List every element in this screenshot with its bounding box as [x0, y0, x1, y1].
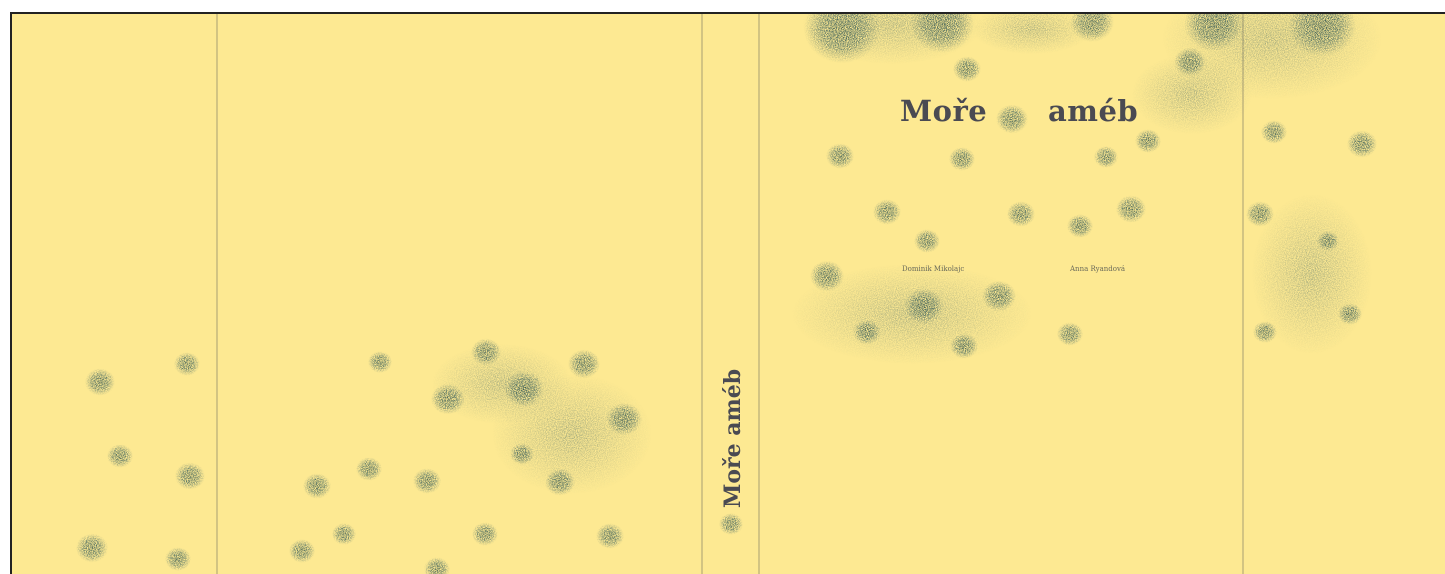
amoeba-blob: [431, 383, 465, 415]
amoeba-blob: [510, 443, 534, 465]
amoeba-blob: [1288, 14, 1356, 57]
amoeba-blob: [1007, 201, 1035, 227]
amoeba-blob: [368, 351, 392, 373]
amoeba-blob: [471, 338, 501, 366]
amoeba-blob: [175, 462, 205, 490]
amoeba-blob: [424, 557, 450, 574]
amoeba-blob: [165, 547, 191, 571]
amoeba-blob: [904, 288, 944, 324]
amoeba-blob: [413, 468, 441, 494]
amoeba-blob: [568, 349, 600, 379]
amoeba-blob: [996, 104, 1028, 134]
amoeba-blob: [1184, 14, 1244, 51]
amoeba-blob: [1070, 14, 1114, 42]
amoeba-blob: [1261, 120, 1287, 144]
front-title-word-1: Moře: [900, 94, 988, 128]
amoeba-blob: [1174, 47, 1206, 77]
amoeba-blob: [107, 444, 133, 468]
speckle-cloud: [432, 344, 572, 424]
amoeba-blob: [1253, 321, 1277, 343]
amoeba-blob: [174, 352, 200, 376]
amoeba-blob: [606, 402, 642, 436]
amoeba-blob: [949, 147, 975, 171]
amoeba-blob: [914, 229, 940, 253]
amoeba-blob: [472, 522, 498, 546]
amoeba-blob: [719, 513, 743, 535]
amoeba-blob: [1057, 322, 1083, 346]
amoeba-blob: [1116, 195, 1146, 223]
amoeba-blob: [953, 56, 981, 82]
amoeba-blob: [1246, 201, 1274, 227]
amoeba-blobs: [76, 14, 1377, 574]
amoeba-blob: [853, 319, 881, 345]
amoeba-blob: [826, 143, 854, 169]
author-name-2: Anna Ryandová: [1070, 265, 1126, 273]
amoeba-blob: [332, 523, 356, 545]
speckle-cloud: [1132, 54, 1252, 134]
amoeba-blob: [873, 199, 901, 225]
amoeba-blob: [950, 333, 978, 359]
front-title-word-2: améb: [1048, 94, 1139, 128]
amoeba-blob: [85, 368, 115, 396]
amoeba-blob: [1094, 146, 1118, 168]
amoeba-blob: [596, 523, 624, 549]
spine-title: Moře améb: [720, 368, 746, 508]
speckle-haze: [432, 14, 1382, 494]
amoeba-artwork: [76, 14, 1382, 574]
amoeba-blob: [76, 533, 108, 563]
amoeba-blob: [545, 468, 575, 496]
amoeba-blob: [356, 457, 382, 481]
amoeba-blob: [804, 14, 880, 64]
speckle-cloud: [972, 14, 1092, 54]
amoeba-blob: [910, 14, 974, 53]
amoeba-blob: [982, 280, 1016, 312]
jacket-sheet: Moře améb Dominik Mikolajc Anna Ryandová…: [10, 12, 1445, 574]
amoeba-blob: [1067, 214, 1093, 238]
amoeba-blob: [303, 473, 331, 499]
amoeba-blob: [810, 260, 844, 292]
amoeba-blob: [289, 539, 315, 563]
amoeba-blob: [1338, 303, 1362, 325]
amoeba-blob: [1135, 129, 1161, 153]
amoeba-blob: [504, 371, 544, 407]
amoeba-blob: [1317, 231, 1339, 251]
author-name-1: Dominik Mikolajc: [902, 265, 965, 273]
amoeba-blob: [1347, 130, 1377, 158]
